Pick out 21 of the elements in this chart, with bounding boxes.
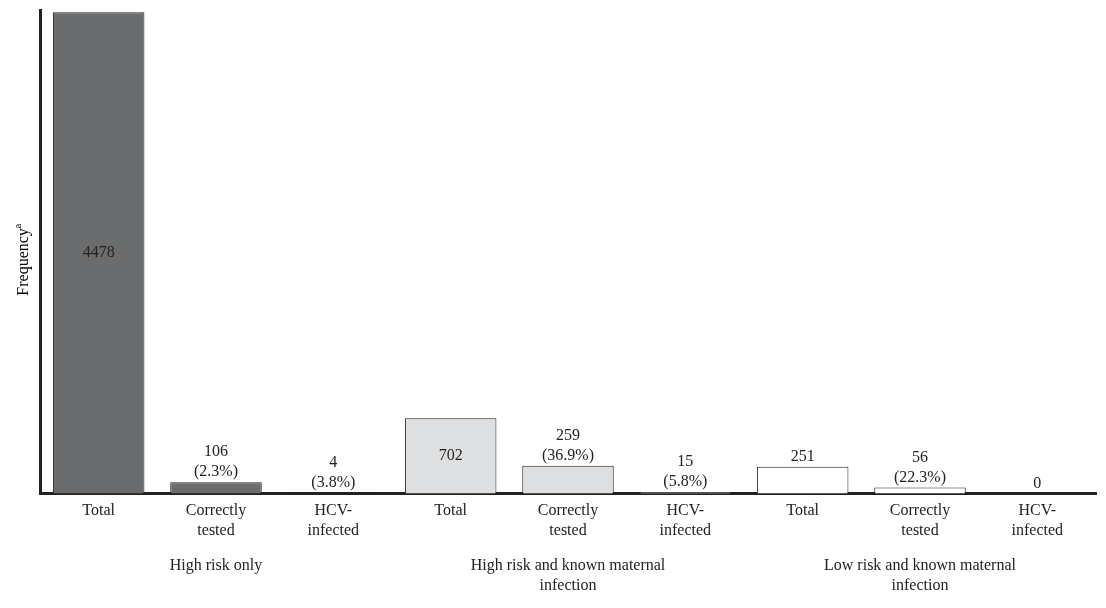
text: High risk only bbox=[169, 556, 263, 575]
x-tick-label: Total bbox=[434, 501, 468, 519]
data-label: 56 (22.3%) bbox=[894, 447, 946, 486]
x-tick-label: HCV-infected bbox=[1011, 501, 1064, 538]
x-tick-label: Total bbox=[82, 501, 116, 519]
x-tick-label: Total bbox=[786, 501, 820, 519]
data-label: 4478 bbox=[82, 243, 115, 261]
x-tick-label: Correctly tested bbox=[537, 501, 599, 538]
data-label: 702 bbox=[438, 446, 463, 464]
data-label: 15 (5.8%) bbox=[663, 452, 708, 491]
data-label: 4 (3.8%) bbox=[311, 453, 356, 492]
x-tick-label: HCV-infected bbox=[659, 501, 712, 538]
text: High risk and known maternal infection bbox=[470, 556, 666, 594]
x-tick-label: HCV-infected bbox=[307, 501, 360, 538]
data-label: 106 (2.3%) bbox=[194, 442, 238, 481]
x-tick-label: Correctly tested bbox=[889, 501, 951, 538]
x-tick-label: Correctly tested bbox=[185, 501, 247, 538]
data-label: 259 (36.9%) bbox=[542, 425, 594, 464]
data-label: 251 bbox=[790, 446, 815, 464]
text: Low risk and known maternal infection bbox=[824, 556, 1017, 594]
data-label: 0 bbox=[1033, 473, 1042, 491]
